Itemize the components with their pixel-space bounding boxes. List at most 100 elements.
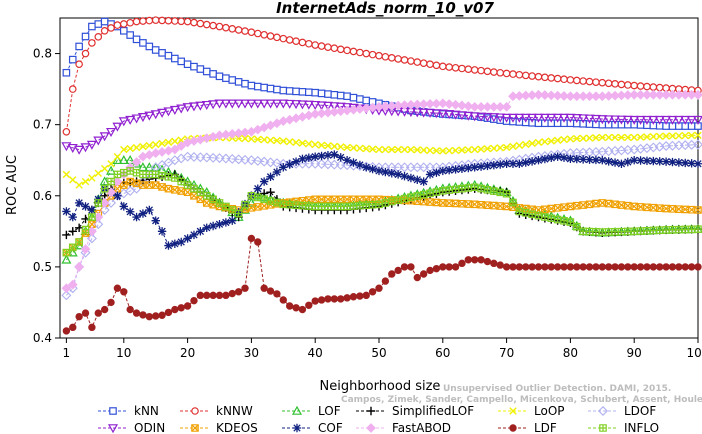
legend-marker bbox=[191, 407, 199, 415]
data-point-knnw bbox=[598, 78, 607, 87]
data-point-knnw bbox=[305, 39, 313, 48]
data-point-odin bbox=[469, 112, 480, 122]
data-point-cof bbox=[215, 220, 224, 229]
data-point-ldof bbox=[61, 290, 72, 301]
data-point-fastabod bbox=[457, 100, 467, 111]
data-point-fastabod bbox=[67, 279, 78, 290]
data-point-loop bbox=[579, 134, 587, 143]
data-point-knnw bbox=[356, 48, 364, 57]
data-point-odin bbox=[99, 132, 110, 142]
data-point-loop bbox=[273, 136, 281, 145]
data-point-cof bbox=[496, 160, 505, 169]
data-point-fastabod bbox=[61, 283, 72, 294]
data-point-loop bbox=[636, 133, 645, 141]
data-point-knnw bbox=[247, 28, 256, 37]
y-tick-label: 0.8 bbox=[33, 47, 52, 61]
legend-label: kNN bbox=[134, 404, 159, 418]
data-point-knnw bbox=[579, 77, 587, 85]
data-point-odin bbox=[80, 143, 91, 153]
data-point-loop bbox=[407, 145, 415, 154]
data-point-odin bbox=[335, 102, 346, 112]
data-point-ldf bbox=[534, 263, 543, 271]
data-point-knnw bbox=[273, 33, 281, 42]
legend-item-ldof: LDOF bbox=[588, 404, 656, 418]
data-point-odin bbox=[188, 102, 199, 112]
data-point-ldf bbox=[100, 305, 109, 314]
data-point-loop bbox=[254, 135, 262, 144]
x-tick-label: 90 bbox=[627, 346, 642, 360]
data-point-knn bbox=[305, 88, 313, 97]
legend-marker bbox=[191, 424, 199, 432]
data-point-odin bbox=[641, 115, 652, 125]
data-point-knnw bbox=[183, 17, 192, 26]
data-point-odin bbox=[597, 115, 608, 125]
data-point-fastabod bbox=[693, 89, 702, 100]
data-point-lof bbox=[67, 247, 78, 257]
data-point-ldf bbox=[254, 238, 262, 246]
legend-marker bbox=[292, 423, 302, 433]
data-point-inflo bbox=[113, 170, 122, 179]
data-point-cof bbox=[183, 234, 192, 243]
data-point-loop bbox=[75, 181, 83, 189]
legend-label: FastABOD bbox=[392, 421, 451, 434]
data-point-kdeos bbox=[541, 205, 549, 214]
data-point-inflo bbox=[694, 225, 702, 233]
data-point-odin bbox=[584, 114, 595, 124]
data-point-inflo bbox=[394, 196, 402, 204]
data-point-loop bbox=[592, 134, 600, 142]
data-point-kdeos bbox=[579, 201, 587, 209]
data-point-cof bbox=[508, 159, 518, 168]
data-point-ldf bbox=[381, 277, 390, 285]
data-point-ldf bbox=[573, 263, 581, 271]
data-point-knnw bbox=[68, 85, 77, 93]
data-point-odin bbox=[463, 111, 474, 121]
data-point-inflo bbox=[407, 193, 415, 201]
data-point-knn bbox=[75, 42, 83, 51]
legend-item-knnw: kNNW bbox=[180, 404, 253, 418]
data-point-cof bbox=[355, 160, 365, 170]
data-point-loop bbox=[662, 132, 670, 140]
data-point-odin bbox=[220, 99, 231, 109]
data-point-ldf bbox=[317, 296, 326, 304]
data-point-ldof bbox=[99, 205, 110, 215]
data-point-knnw bbox=[477, 66, 485, 75]
data-point-lof bbox=[240, 204, 251, 214]
data-point-ldf bbox=[266, 287, 275, 295]
data-point-loop bbox=[458, 146, 466, 154]
data-point-inflo bbox=[139, 170, 147, 179]
data-point-loop bbox=[241, 134, 249, 143]
data-point-loop bbox=[132, 143, 141, 152]
data-point-inflo bbox=[432, 188, 441, 196]
data-point-ldf bbox=[152, 312, 160, 320]
data-point-loop bbox=[573, 134, 581, 143]
data-point-lof bbox=[118, 154, 129, 165]
data-point-cof bbox=[164, 241, 173, 250]
data-point-odin bbox=[329, 102, 340, 112]
data-point-knn bbox=[349, 93, 358, 102]
data-point-ldf bbox=[107, 298, 115, 307]
data-point-odin bbox=[252, 99, 263, 109]
data-point-ldf bbox=[439, 263, 447, 271]
data-point-fastabod bbox=[661, 89, 672, 100]
data-point-ldf bbox=[81, 309, 90, 317]
data-point-ldf bbox=[209, 291, 217, 300]
data-point-ldf bbox=[687, 263, 696, 271]
data-point-knn bbox=[253, 82, 262, 91]
data-point-loop bbox=[490, 144, 498, 152]
data-point-ldf bbox=[234, 288, 243, 296]
data-point-ldof bbox=[220, 153, 231, 164]
data-point-knnw bbox=[88, 39, 96, 47]
data-point-knn bbox=[88, 22, 96, 31]
legend-label: LoOP bbox=[534, 404, 565, 418]
data-point-cof bbox=[279, 163, 288, 172]
data-point-knnw bbox=[387, 54, 396, 62]
data-point-knn bbox=[317, 89, 326, 98]
data-point-loop bbox=[381, 145, 390, 154]
data-point-odin bbox=[246, 99, 257, 109]
data-point-knnw bbox=[400, 56, 409, 64]
data-point-fastabod bbox=[648, 89, 659, 100]
data-point-knnw bbox=[158, 16, 166, 25]
data-point-cof bbox=[221, 218, 231, 227]
data-point-fastabod bbox=[559, 91, 569, 101]
data-point-knnw bbox=[107, 24, 115, 32]
